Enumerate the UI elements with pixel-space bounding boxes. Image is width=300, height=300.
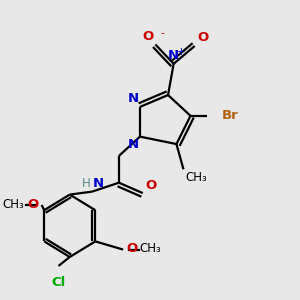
Text: N: N (128, 92, 139, 105)
Text: CH₃: CH₃ (185, 171, 207, 184)
Text: CH₃: CH₃ (140, 242, 161, 255)
Text: O: O (127, 242, 138, 255)
Text: O: O (142, 30, 153, 43)
Text: -: - (160, 28, 164, 38)
Text: O: O (197, 32, 208, 44)
Text: +: + (177, 47, 186, 57)
Text: H: H (82, 177, 91, 190)
Text: N: N (168, 49, 179, 62)
Text: N: N (128, 138, 139, 151)
Text: N: N (93, 177, 104, 190)
Text: Br: Br (221, 109, 238, 122)
Text: CH₃: CH₃ (2, 198, 24, 211)
Text: Cl: Cl (51, 276, 66, 289)
Text: O: O (28, 198, 39, 211)
Text: O: O (146, 178, 157, 192)
